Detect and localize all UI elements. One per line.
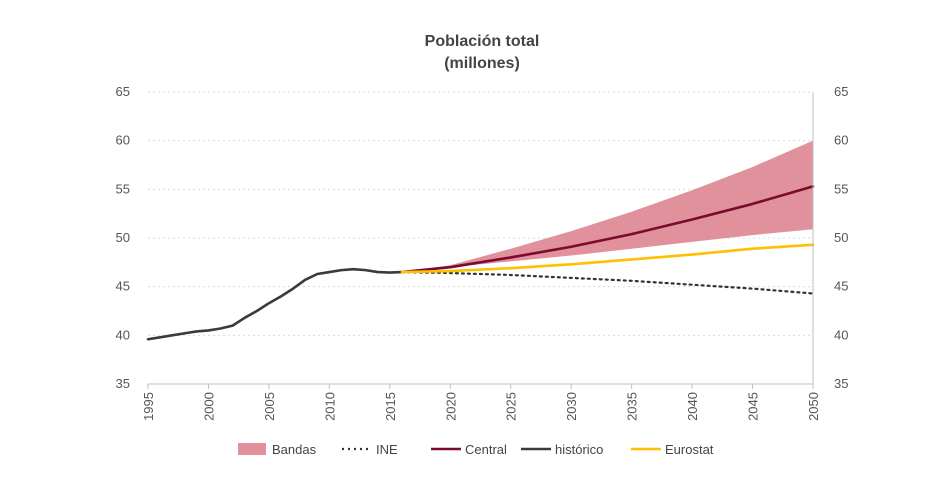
legend-label: INE	[376, 442, 398, 457]
x-tick-label: 2005	[262, 392, 277, 421]
x-tick-label: 2010	[322, 392, 337, 421]
x-tick-label: 1995	[141, 392, 156, 421]
x-tick-label: 2050	[806, 392, 821, 421]
y-tick-label-left: 65	[116, 84, 130, 99]
y-tick-label-right: 55	[834, 181, 848, 196]
x-tick-label: 2035	[625, 392, 640, 421]
series-lines	[146, 185, 815, 341]
y-tick-label-right: 35	[834, 376, 848, 391]
chart-subtitle: (millones)	[444, 55, 520, 72]
legend-label: Eurostat	[665, 442, 714, 457]
chart-title: Población total	[425, 33, 540, 50]
y-tick-label-right: 60	[834, 133, 848, 148]
x-tick-label: 2025	[504, 392, 519, 421]
y-tick-label-right: 40	[834, 327, 848, 342]
legend: Bandas INE Central histórico Eurostat	[238, 442, 714, 457]
x-tick-label: 2030	[564, 392, 579, 421]
series-line-central	[400, 185, 815, 274]
axes: 35 35 40 40 45 45 50 50 55 55 60 60 65 65 1995 2000 2005…	[116, 84, 849, 421]
series-line-eurostat	[400, 243, 815, 274]
y-tick-label-left: 40	[116, 327, 130, 342]
y-tick-label-left: 55	[116, 181, 130, 196]
y-tick-label-left: 45	[116, 279, 130, 294]
legend-label: Central	[465, 442, 507, 457]
y-tick-label-left: 35	[116, 376, 130, 391]
y-tick-label-right: 50	[834, 230, 848, 245]
series-band-bandas	[401, 140, 813, 273]
band-layer	[401, 140, 813, 273]
legend-label: histórico	[555, 442, 603, 457]
gridlines	[148, 91, 813, 336]
series-line-historico	[146, 267, 404, 341]
series-line-ine	[400, 270, 815, 295]
x-tick-label: 2015	[383, 392, 398, 421]
y-tick-label-right: 65	[834, 84, 848, 99]
x-tick-label: 2040	[685, 392, 700, 421]
x-tick-label: 2020	[443, 392, 458, 421]
x-tick-label: 2000	[201, 392, 216, 421]
y-tick-label-left: 60	[116, 133, 130, 148]
y-tick-label-left: 50	[116, 230, 130, 245]
x-tick-label: 2045	[746, 392, 761, 421]
legend-swatch-bandas	[238, 443, 266, 455]
legend-label: Bandas	[272, 442, 317, 457]
y-tick-label-right: 45	[834, 279, 848, 294]
